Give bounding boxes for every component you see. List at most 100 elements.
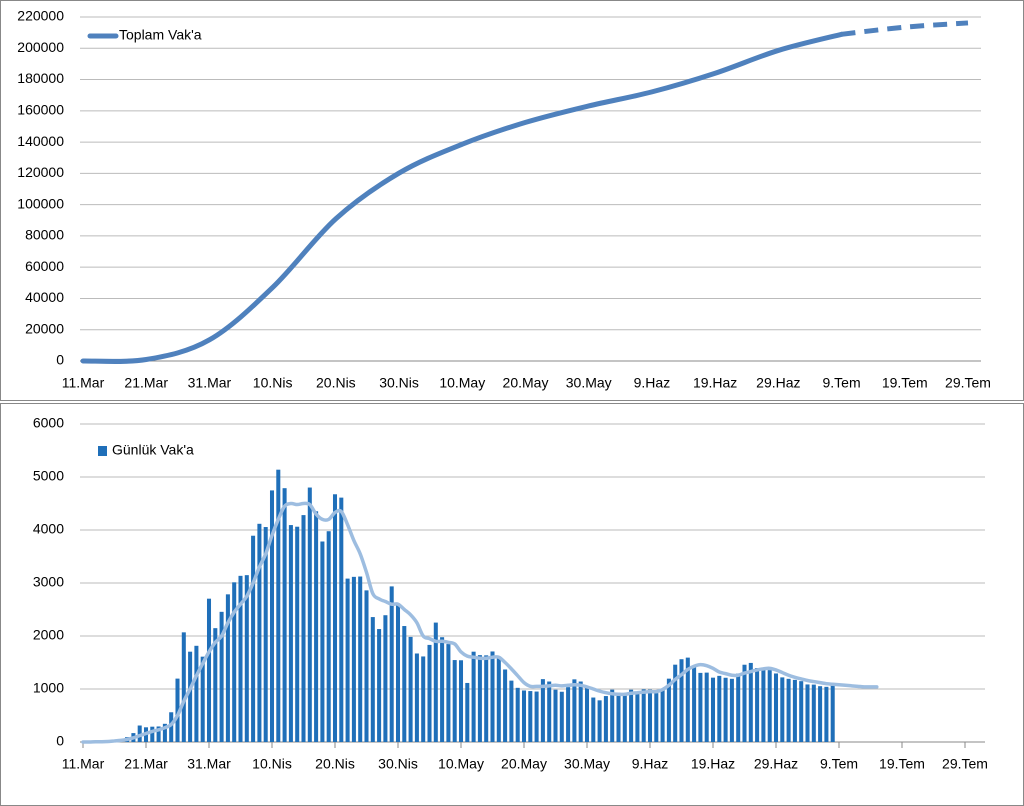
- bar: [685, 657, 690, 742]
- x-tick-label: 29.Haz: [754, 756, 798, 772]
- bar: [723, 677, 728, 742]
- bar: [471, 651, 476, 742]
- bar: [251, 535, 256, 742]
- bar: [206, 598, 212, 742]
- bar: [780, 677, 785, 742]
- bar: [244, 575, 249, 742]
- x-tick-label: 9.Haz: [632, 756, 669, 772]
- y-tick-label: 80000: [25, 227, 64, 243]
- bar: [748, 662, 753, 742]
- bar: [295, 526, 300, 742]
- bar: [276, 469, 281, 742]
- legend-label: Toplam Vak'a: [119, 27, 202, 43]
- x-tick-label: 11.Mar: [62, 375, 105, 391]
- x-tick-label: 9.Tem: [820, 756, 858, 772]
- bar: [282, 488, 287, 742]
- bar: [307, 487, 312, 742]
- bar: [540, 679, 545, 742]
- bar: [717, 675, 722, 742]
- bar: [647, 689, 653, 742]
- bar: [395, 603, 401, 742]
- bar: [345, 578, 350, 742]
- bar: [496, 656, 501, 742]
- bottom-panel: [0, 403, 1024, 806]
- y-tick-label: 4000: [33, 521, 64, 537]
- bar: [484, 655, 489, 742]
- x-tick-label: 9.Haz: [634, 375, 671, 391]
- bar: [729, 678, 734, 742]
- bar: [679, 659, 684, 742]
- y-tick-label: 120000: [17, 164, 64, 180]
- bar: [654, 693, 659, 742]
- x-tick-label: 10.May: [439, 375, 485, 391]
- bar: [824, 686, 829, 742]
- bar: [288, 525, 293, 742]
- bar: [320, 541, 325, 742]
- x-tick-label: 20.Nis: [315, 756, 355, 772]
- bar: [553, 689, 558, 742]
- bar: [427, 644, 432, 742]
- x-tick-label: 30.May: [566, 375, 612, 391]
- bar: [169, 712, 174, 742]
- bar: [225, 594, 230, 742]
- bar: [818, 686, 823, 742]
- y-tick-label: 140000: [17, 133, 64, 149]
- bar: [402, 626, 407, 742]
- bar: [433, 622, 438, 742]
- bar: [490, 651, 495, 742]
- bar: [257, 523, 262, 742]
- bar: [597, 700, 602, 742]
- bar: [742, 664, 747, 742]
- bar: [572, 679, 577, 742]
- y-tick-label: 200000: [17, 39, 64, 55]
- x-tick-label: 31.Mar: [187, 756, 231, 772]
- bar: [673, 664, 678, 742]
- bar: [301, 515, 306, 742]
- bar: [150, 726, 155, 742]
- bar: [811, 684, 816, 742]
- bar: [786, 678, 791, 742]
- y-tick-label: 6000: [33, 415, 64, 431]
- x-tick-label: 31.Mar: [188, 375, 232, 391]
- bar: [232, 582, 237, 742]
- y-tick-label: 100000: [17, 195, 64, 211]
- bar: [194, 645, 199, 742]
- bar: [566, 687, 571, 742]
- bar: [213, 628, 218, 742]
- bar: [503, 669, 508, 742]
- bar: [358, 576, 363, 742]
- bar: [238, 575, 243, 742]
- bar: [175, 678, 180, 742]
- bar: [332, 494, 338, 742]
- bar: [622, 695, 627, 742]
- bar: [547, 681, 552, 742]
- x-tick-label: 20.May: [503, 375, 549, 391]
- y-tick-label: 0: [56, 733, 64, 749]
- bar: [383, 615, 388, 742]
- bar: [137, 725, 142, 742]
- x-tick-label: 20.May: [501, 756, 547, 772]
- bar: [370, 617, 375, 742]
- bar: [156, 726, 161, 742]
- y-tick-label: 180000: [17, 70, 64, 86]
- bar: [263, 527, 268, 742]
- x-tick-label: 29.Haz: [756, 375, 800, 391]
- bar: [162, 723, 167, 742]
- bar: [364, 590, 369, 742]
- y-tick-label: 0: [56, 352, 64, 368]
- x-tick-label: 30.May: [564, 756, 610, 772]
- bar: [591, 697, 596, 742]
- bar: [660, 689, 665, 742]
- x-tick-label: 19.Tem: [879, 756, 925, 772]
- y-tick-label: 1000: [33, 680, 64, 696]
- bar: [792, 679, 797, 742]
- bar: [767, 670, 772, 742]
- bar: [458, 660, 464, 742]
- x-tick-label: 19.Haz: [691, 756, 735, 772]
- bar: [704, 672, 709, 742]
- y-tick-label: 60000: [25, 258, 64, 274]
- bar: [616, 692, 621, 742]
- legend-swatch: [98, 446, 107, 456]
- bar: [414, 653, 419, 742]
